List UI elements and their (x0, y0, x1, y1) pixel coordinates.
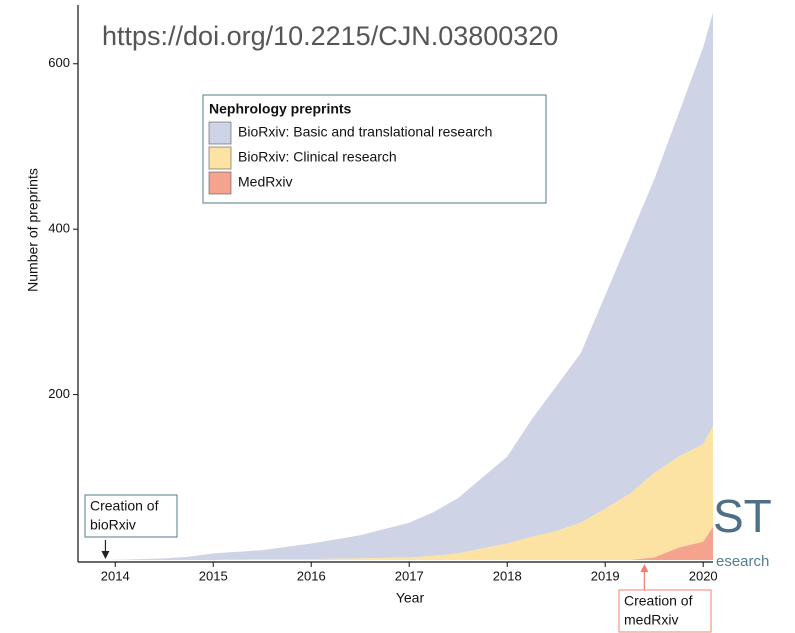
x-axis-label: Year (396, 590, 425, 606)
legend-label: MedRxiv (238, 174, 292, 190)
arrow-head (101, 551, 110, 559)
x-tick-label: 2017 (395, 568, 424, 583)
x-tick-label: 2018 (493, 568, 522, 583)
annotation-text: bioRxiv (90, 517, 136, 533)
area (105, 12, 713, 561)
y-tick-label: 400 (48, 221, 70, 236)
x-tick-label: 2016 (297, 568, 326, 583)
y-axis-label: Number of preprints (25, 168, 41, 292)
watermark: https://doi.org/10.2215/CJN.03800320 (102, 21, 558, 51)
x-tick-label: 2020 (689, 568, 718, 583)
y-tick-label: 600 (48, 55, 70, 70)
arrow-head (640, 564, 649, 572)
legend-label: BioRxiv: Basic and translational researc… (238, 124, 492, 140)
annotation-text: Creation of (624, 593, 693, 609)
logo-fragment: ST (713, 490, 772, 542)
y-tick-label: 200 (48, 386, 70, 401)
legend-box (202, 94, 547, 204)
annotation-text: Creation of (90, 498, 159, 514)
legend-swatch (208, 171, 232, 195)
x-tick-label: 2019 (591, 568, 620, 583)
legend-title: Nephrology preprints (209, 101, 352, 117)
legend-label: BioRxiv: Clinical research (238, 149, 397, 165)
x-tick-label: 2014 (101, 568, 130, 583)
annotation-box (84, 494, 178, 538)
annotation-box (618, 589, 712, 633)
legend-swatch (208, 146, 232, 170)
legend-swatch (208, 121, 232, 145)
x-tick-label: 2015 (199, 568, 228, 583)
annotation-text: medRxiv (624, 612, 678, 628)
area (105, 426, 713, 560)
logo-fragment: esearch (716, 553, 769, 570)
